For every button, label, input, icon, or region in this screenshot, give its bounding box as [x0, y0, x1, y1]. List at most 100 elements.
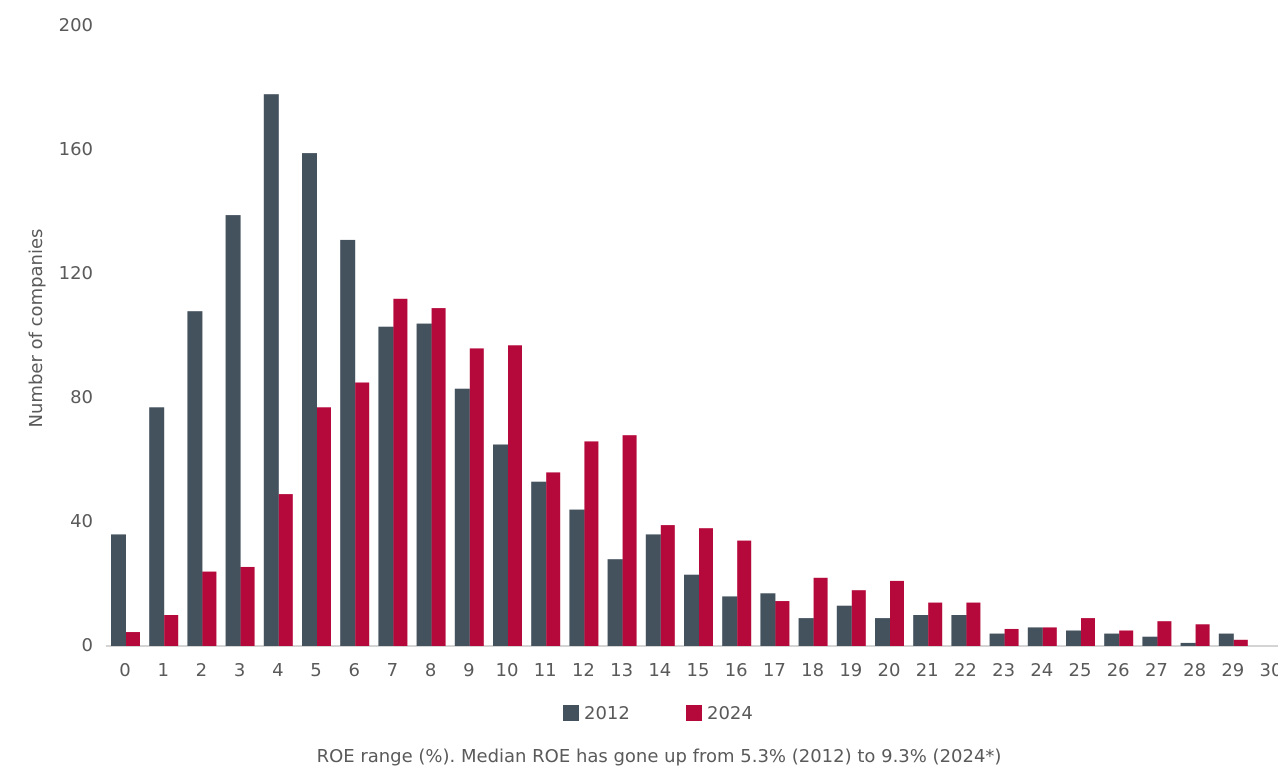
- x-tick-label: 12: [572, 660, 595, 681]
- x-tick-label: 21: [916, 660, 939, 681]
- bar: [126, 632, 140, 646]
- bar: [225, 215, 241, 646]
- x-tick-label: 13: [610, 660, 633, 681]
- bar: [1004, 628, 1019, 646]
- x-tick-label: 6: [348, 660, 359, 681]
- bar: [722, 596, 738, 646]
- x-tick-label: 3: [234, 660, 245, 681]
- bar: [798, 618, 814, 646]
- bar: [951, 615, 967, 646]
- x-tick-label: 26: [1107, 660, 1130, 681]
- bar: [584, 441, 599, 646]
- bar: [1233, 639, 1248, 646]
- legend-swatch: [686, 705, 702, 721]
- bar: [1027, 627, 1043, 646]
- bar: [355, 382, 370, 646]
- bar: [317, 407, 331, 646]
- bar: [1180, 642, 1196, 646]
- bar: [989, 633, 1005, 646]
- x-tick-label: 9: [463, 660, 474, 681]
- bar: [431, 308, 446, 646]
- legend-label: 2012: [584, 703, 630, 724]
- x-tick-label: 0: [119, 660, 130, 681]
- bar: [1042, 627, 1057, 646]
- x-tick-label: 17: [763, 660, 786, 681]
- x-tick-label: 18: [801, 660, 824, 681]
- bar: [302, 153, 317, 646]
- bar: [890, 580, 904, 646]
- bar: [546, 472, 561, 646]
- x-tick-label: 5: [310, 660, 321, 681]
- x-tick-label: 28: [1183, 660, 1206, 681]
- y-tick-label: 120: [59, 263, 93, 284]
- bar: [187, 311, 203, 646]
- x-tick-label: 10: [496, 660, 519, 681]
- bar: [1142, 636, 1158, 646]
- x-tick-label: 14: [648, 660, 671, 681]
- x-tick-label: 11: [534, 660, 557, 681]
- bar: [508, 345, 522, 646]
- y-tick-label: 40: [70, 511, 93, 532]
- bar: [1104, 633, 1120, 646]
- y-axis-label: Number of companies: [26, 229, 47, 428]
- bar: [645, 534, 661, 646]
- x-tick-label: 8: [425, 660, 436, 681]
- bar: [1195, 624, 1210, 646]
- bar: [1081, 618, 1095, 646]
- x-tick-label: 15: [687, 660, 710, 681]
- bar: [699, 528, 713, 646]
- bar: [966, 602, 981, 646]
- bar: [240, 566, 255, 646]
- x-tick-label: 1: [157, 660, 168, 681]
- bar: [493, 444, 508, 646]
- y-tick-label: 0: [82, 635, 93, 656]
- x-tick-label: 30: [1260, 660, 1278, 681]
- bar: [875, 618, 890, 646]
- bar: [760, 593, 776, 646]
- bar: [531, 481, 547, 646]
- bar: [111, 534, 126, 646]
- y-tick-label: 80: [70, 387, 93, 408]
- x-tick-label: 2: [196, 660, 207, 681]
- bar: [454, 388, 470, 646]
- x-tick-label: 27: [1145, 660, 1168, 681]
- bar: [1218, 633, 1234, 646]
- x-tick-label: 16: [725, 660, 748, 681]
- bar: [393, 298, 408, 646]
- x-tick-label: 23: [992, 660, 1015, 681]
- bar: [263, 94, 279, 646]
- bar: [378, 326, 394, 646]
- bar: [164, 615, 179, 646]
- bar: [851, 590, 866, 646]
- y-tick-label: 160: [59, 139, 93, 160]
- y-tick-label: 200: [59, 15, 93, 36]
- bar: [149, 407, 165, 646]
- bar: [469, 348, 484, 646]
- bar: [775, 601, 790, 646]
- x-tick-label: 7: [387, 660, 398, 681]
- x-tick-label: 29: [1221, 660, 1244, 681]
- bar: [1157, 621, 1172, 646]
- x-tick-label: 24: [1030, 660, 1053, 681]
- x-tick-label: 22: [954, 660, 977, 681]
- bar: [607, 559, 623, 646]
- bar: [913, 615, 929, 646]
- bar: [202, 571, 217, 646]
- x-tick-label: 25: [1069, 660, 1092, 681]
- bar: [622, 435, 637, 646]
- legend-label: 2024: [707, 703, 753, 724]
- bar: [1119, 630, 1134, 646]
- bar: [813, 577, 828, 646]
- bar: [684, 574, 699, 646]
- legend-swatch: [563, 705, 579, 721]
- bar: [278, 494, 293, 646]
- bar: [737, 540, 752, 646]
- bar: [340, 239, 356, 646]
- bar: [660, 525, 675, 646]
- bar: [569, 509, 585, 646]
- x-tick-label: 19: [839, 660, 862, 681]
- bar: [928, 602, 943, 646]
- bar: [416, 323, 432, 646]
- caption: ROE range (%). Median ROE has gone up fr…: [317, 746, 1002, 767]
